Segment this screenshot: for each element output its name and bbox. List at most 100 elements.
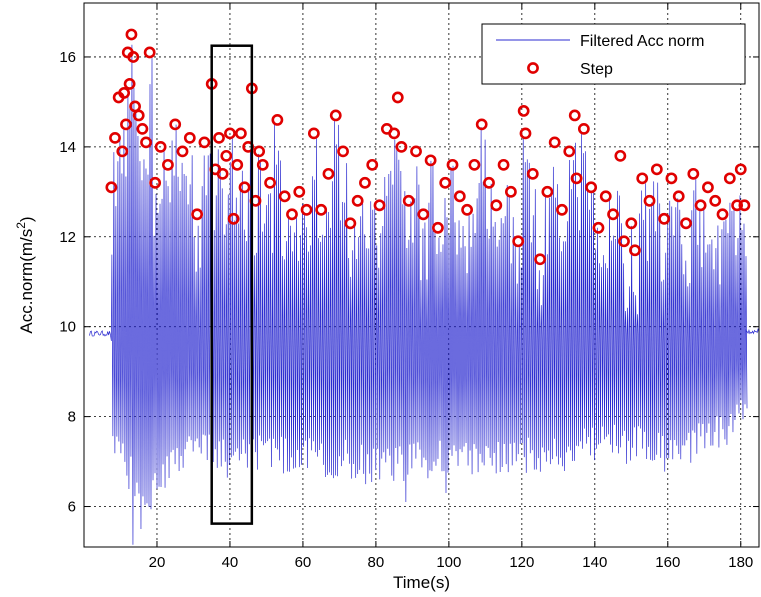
- tick-marks: [84, 3, 759, 547]
- step-marker: [264, 176, 276, 189]
- step-marker: [568, 109, 581, 122]
- step-marker: [461, 203, 474, 216]
- step-marker: [432, 221, 444, 234]
- step-marker: [504, 185, 517, 198]
- y-axis-label-superscript: 2: [14, 222, 28, 229]
- step-marker: [687, 167, 700, 180]
- step-marker: [563, 145, 576, 158]
- step-marker: [716, 208, 729, 221]
- step-marker: [391, 91, 404, 104]
- step-marker: [373, 199, 386, 212]
- step-marker: [300, 203, 313, 216]
- step-marker: [512, 235, 525, 248]
- step-marker: [344, 217, 357, 230]
- step-marker: [541, 185, 554, 198]
- step-marker: [105, 181, 118, 194]
- step-marker: [680, 217, 692, 230]
- step-marker: [417, 208, 430, 221]
- step-marker: [198, 136, 211, 149]
- step-marker: [475, 118, 488, 131]
- step-marker: [723, 172, 736, 185]
- legend-marker-swatch: [527, 62, 539, 74]
- y-tick-label: 14: [59, 139, 76, 156]
- step-marker: [709, 194, 722, 207]
- step-marker: [154, 140, 167, 153]
- plot-area: [89, 28, 760, 545]
- step-marker: [123, 78, 136, 90]
- x-tick-label: 60: [295, 554, 312, 571]
- filtered-acc-norm-line: [89, 44, 760, 545]
- step-marker: [234, 127, 247, 140]
- step-marker: [140, 136, 152, 149]
- x-tick-label: 80: [368, 554, 385, 571]
- y-axis-label-close: ): [17, 216, 36, 222]
- step-marker: [238, 181, 251, 194]
- step-marker: [658, 212, 671, 225]
- step-marker: [402, 194, 415, 207]
- step-marker: [738, 199, 751, 212]
- step-marker: [183, 131, 196, 144]
- step-marker: [149, 176, 162, 189]
- y-tick-label: 16: [59, 49, 76, 66]
- step-marker: [731, 199, 744, 212]
- step-marker: [614, 149, 627, 162]
- step-marker: [497, 158, 510, 171]
- y-tick-label: 6: [68, 499, 76, 516]
- step-marker: [191, 208, 204, 221]
- step-marker: [220, 149, 233, 162]
- step-marker: [231, 158, 244, 171]
- x-tick-label: 100: [436, 554, 461, 571]
- x-axis-label: Time(s): [393, 573, 450, 592]
- step-marker: [116, 145, 129, 158]
- step-marker: [629, 244, 641, 257]
- x-tick-label: 40: [222, 554, 239, 571]
- step-marker: [162, 158, 174, 171]
- y-axis-label: Acc.norm(m/s2): [14, 216, 36, 333]
- step-marker: [424, 154, 437, 167]
- axes-frame: [83, 2, 760, 548]
- step-marker: [109, 131, 121, 144]
- step-marker: [337, 145, 349, 158]
- step-markers: [105, 28, 751, 266]
- step-marker: [556, 203, 568, 216]
- step-marker: [271, 113, 284, 126]
- step-marker: [118, 87, 131, 99]
- x-tick-label: 140: [582, 554, 607, 571]
- step-marker: [278, 190, 291, 203]
- step-marker: [395, 140, 408, 153]
- step-marker: [315, 203, 328, 216]
- step-marker: [483, 176, 495, 189]
- step-marker: [519, 127, 532, 140]
- step-marker: [534, 253, 546, 266]
- step-marker: [329, 109, 342, 122]
- step-marker: [517, 105, 530, 117]
- step-marker: [322, 167, 335, 180]
- step-marker: [592, 221, 605, 234]
- step-marker: [672, 190, 685, 203]
- step-marker: [256, 158, 269, 171]
- step-marker: [213, 131, 225, 144]
- legend-label-filtered-acc-norm: Filtered Acc norm: [580, 33, 704, 50]
- step-marker: [143, 46, 156, 59]
- step-marker: [453, 190, 466, 203]
- x-tick-label: 20: [149, 554, 166, 571]
- step-marker: [694, 199, 707, 212]
- y-tick-label: 8: [68, 409, 76, 426]
- step-marker: [293, 185, 306, 198]
- x-tick-label: 180: [728, 554, 753, 571]
- step-marker: [577, 122, 590, 135]
- step-marker: [176, 145, 189, 158]
- y-axis-label-main: Acc.norm(m/s: [17, 229, 36, 334]
- step-marker: [307, 127, 320, 140]
- step-marker: [490, 199, 503, 212]
- step-marker: [468, 158, 481, 171]
- x-tick-label: 120: [509, 554, 534, 571]
- x-tick-labels: 20 40 60 80 100 120 140 160 180: [149, 554, 754, 571]
- step-marker: [253, 145, 266, 158]
- step-marker: [599, 190, 612, 203]
- step-marker: [618, 235, 630, 248]
- legend: Filtered Acc norm Step: [481, 23, 746, 85]
- y-tick-label: 10: [59, 319, 76, 336]
- x-tick-label: 160: [655, 554, 680, 571]
- step-marker: [125, 28, 138, 41]
